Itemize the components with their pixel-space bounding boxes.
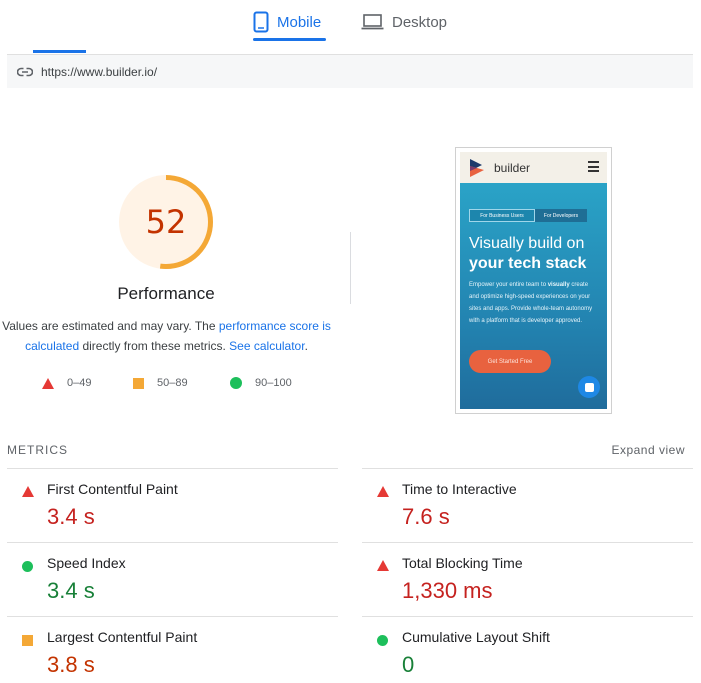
gauge-background (119, 175, 213, 269)
metric-time-to-interactive: Time to Interactive 7.6 s (362, 468, 693, 542)
url-text: https://www.builder.io/ (41, 64, 158, 79)
metric-total-blocking-time: Total Blocking Time 1,330 ms (362, 542, 693, 616)
chat-bubble-icon (578, 376, 600, 398)
pass-circle-icon (377, 635, 388, 646)
see-calculator-link[interactable]: See calculator (229, 339, 305, 353)
hamburger-menu-icon (588, 161, 599, 172)
page-screenshot-preview[interactable]: builder For Business Users For Developer… (455, 147, 612, 414)
tab-mobile[interactable]: Mobile (253, 0, 321, 44)
legend-fail: 0–49 (42, 374, 91, 392)
fail-triangle-icon (42, 377, 54, 389)
tab-mobile-label: Mobile (277, 13, 322, 31)
preview-hero-title: Visually build on your tech stack (469, 234, 604, 274)
metric-value: 3.4 s (47, 578, 95, 603)
hero-desc-1: Empower your entire team to (469, 282, 548, 288)
fail-triangle-icon (22, 486, 34, 497)
tab-desktop[interactable]: Desktop (361, 0, 447, 44)
legend-fail-label: 0–49 (67, 377, 92, 389)
legend-pass-label: 90–100 (255, 377, 292, 389)
metric-label: First Contentful Paint (47, 481, 178, 497)
note-text-2: directly from these metrics. (79, 339, 230, 353)
average-square-icon (133, 377, 144, 389)
preview-hero: For Business Users For Developers Visual… (460, 183, 607, 409)
performance-title: Performance (117, 284, 215, 303)
legend-average: 50–89 (133, 374, 188, 392)
metric-value: 3.8 s (47, 652, 95, 677)
metric-value: 7.6 s (402, 504, 450, 529)
laptop-icon (361, 14, 384, 30)
preview-chip-developers: For Developers (535, 209, 587, 222)
metric-value: 3.4 s (47, 504, 95, 529)
metric-label: Speed Index (47, 555, 126, 571)
performance-note: Values are estimated and may vary. The p… (0, 316, 333, 356)
fail-triangle-icon (377, 486, 389, 497)
hero-desc-2: create and optimize high-speed experienc… (469, 282, 593, 324)
metric-value: 0 (402, 652, 415, 677)
active-tab-indicator (253, 38, 326, 41)
hero-line-1: Visually build on (469, 235, 585, 252)
metric-largest-contentful-paint: Largest Contentful Paint 3.8 s (7, 616, 338, 683)
device-tabs: Mobile Desktop (0, 0, 701, 44)
link-icon (17, 67, 33, 76)
preview-hero-description: Empower your entire team to visually cre… (469, 279, 599, 327)
preview-viewport: builder For Business Users For Developer… (460, 152, 607, 409)
pass-circle-icon (230, 377, 242, 389)
gauge-arc (119, 175, 213, 269)
preview-chip-business: For Business Users (469, 209, 535, 222)
phone-icon (253, 11, 269, 33)
hero-desc-bold: visually (547, 282, 570, 288)
fail-triangle-icon (377, 560, 389, 571)
note-text-3: . (304, 339, 308, 353)
preview-header: builder (460, 152, 607, 183)
metric-first-contentful-paint: First Contentful Paint 3.4 s (7, 468, 338, 542)
expand-view-toggle[interactable]: Expand view (611, 443, 685, 457)
tab-desktop-label: Desktop (392, 13, 448, 31)
metric-cumulative-layout-shift: Cumulative Layout Shift 0 (362, 616, 693, 683)
url-bar: https://www.builder.io/ (7, 54, 693, 88)
metrics-heading: METRICS (7, 443, 68, 457)
metric-label: Time to Interactive (402, 481, 517, 497)
metric-label: Total Blocking Time (402, 555, 523, 571)
pass-circle-icon (22, 561, 33, 572)
note-text-1: Values are estimated and may vary. The (2, 319, 219, 333)
legend-pass: 90–100 (230, 374, 292, 392)
preview-cta-button: Get Started Free (469, 350, 551, 373)
metric-value: 1,330 ms (402, 578, 493, 603)
builder-logo-icon (470, 158, 484, 177)
performance-score-link[interactable]: performance score is calculated (25, 319, 331, 353)
section-indicator (33, 50, 86, 53)
average-square-icon (22, 635, 33, 646)
vertical-divider (350, 232, 351, 304)
metric-label: Largest Contentful Paint (47, 629, 198, 645)
performance-gauge (119, 175, 213, 269)
metric-label: Cumulative Layout Shift (402, 629, 550, 645)
hero-line-2: your tech stack (469, 255, 587, 272)
performance-score: 52 (145, 203, 187, 241)
legend-average-label: 50–89 (157, 377, 188, 389)
metric-speed-index: Speed Index 3.4 s (7, 542, 338, 616)
preview-logo-text: builder (494, 160, 531, 175)
